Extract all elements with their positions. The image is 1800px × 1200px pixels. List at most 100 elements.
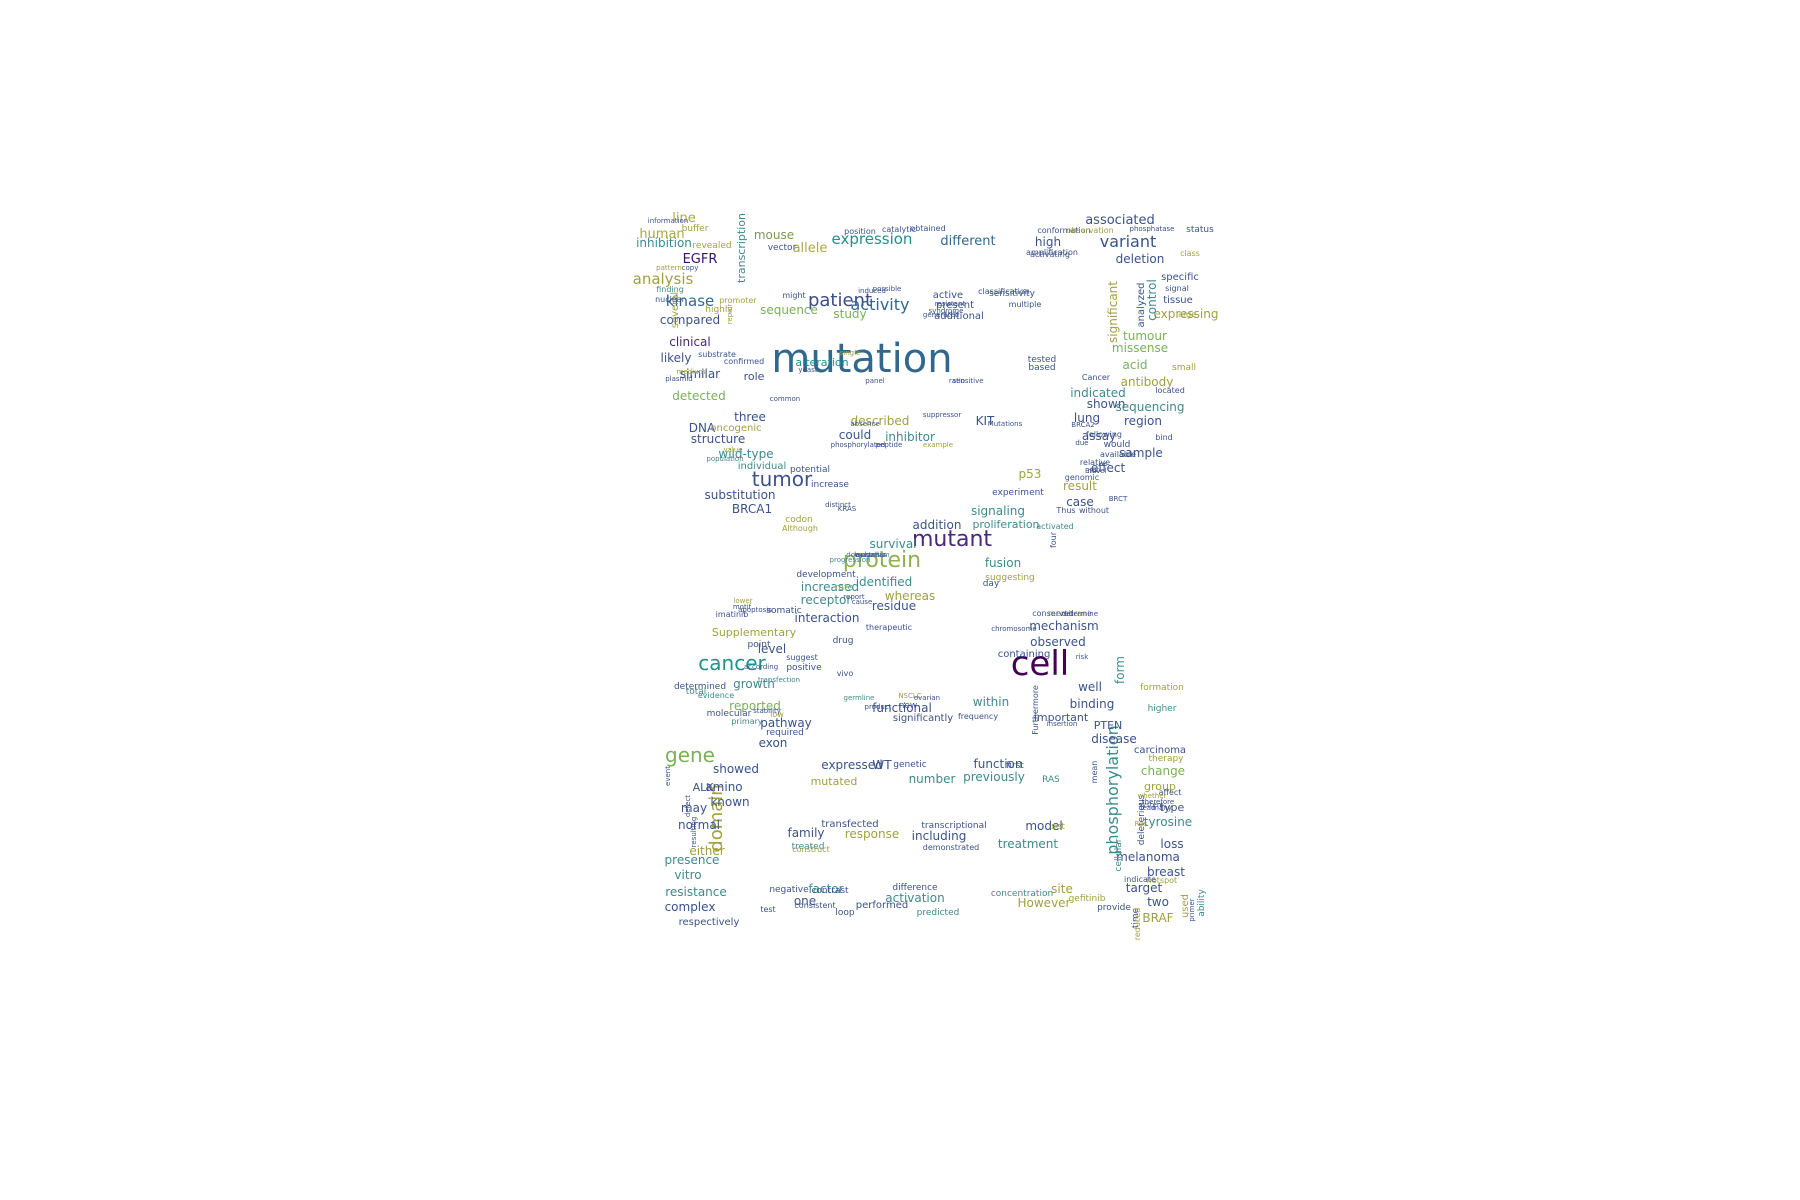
word-survival: survival — [869, 537, 916, 551]
word-amino: amino — [705, 780, 742, 794]
word-ability: ability — [1197, 889, 1207, 917]
word-factor: factor — [808, 882, 843, 896]
word-expression: expression — [832, 230, 913, 248]
word-generated: generated — [923, 311, 959, 319]
word-molecular: molecular — [707, 709, 752, 719]
word-difference: difference — [892, 883, 938, 893]
word-located: located — [1155, 386, 1185, 395]
word-significantly: significantly — [893, 713, 953, 724]
word-variant: variant — [1100, 232, 1157, 251]
word-ras: RAS — [1042, 775, 1060, 785]
word-kit: KIT — [976, 414, 995, 428]
word-point: point — [748, 640, 771, 650]
word-stability: stability — [753, 707, 781, 715]
word-tumor: tumor — [752, 467, 813, 491]
word-expressing: expressing — [1153, 307, 1218, 321]
word-pattern: pattern — [656, 264, 682, 272]
word-signal: signal — [1165, 284, 1189, 293]
word-following: following — [1086, 430, 1122, 439]
word-ras: Ras — [1135, 820, 1148, 828]
word-cellular: cellular — [1114, 838, 1124, 871]
word-treated: treated — [792, 842, 825, 852]
word-model: model — [1025, 819, 1062, 833]
word-additional: additional — [934, 311, 984, 322]
word-plasmid: plasmid — [665, 375, 693, 383]
word-form: form — [1113, 656, 1127, 684]
word-gene: gene — [665, 743, 715, 767]
word-value: value — [723, 446, 742, 454]
word-group: group — [1144, 780, 1176, 793]
word-gefitinib: gefitinib — [1069, 894, 1106, 904]
word-therefore: therefore — [1142, 798, 1174, 806]
word-new: new — [899, 701, 918, 711]
word-different: different — [940, 234, 995, 249]
word-class: class — [1180, 249, 1200, 258]
word-membrane: membrane — [1048, 609, 1092, 618]
word-substitution: substitution — [704, 488, 775, 502]
word-structure: structure — [691, 432, 745, 446]
word-egfr: EGFR — [683, 252, 718, 267]
word-distinct: distinct — [825, 501, 851, 509]
word-acid: acid — [1123, 358, 1148, 372]
word-either: either — [689, 844, 724, 858]
word-downstream: downstream — [846, 551, 890, 559]
word-result: result — [1063, 479, 1097, 493]
word-vector: vector — [768, 243, 797, 253]
word-similar: similar — [680, 367, 720, 381]
word-rate: rate — [835, 583, 854, 593]
word-sensitive: sensitive — [952, 377, 983, 385]
word-conserved: conserved — [1032, 609, 1073, 618]
word-contrast: contrast — [811, 886, 849, 896]
word-resulting: resulting — [690, 817, 698, 848]
word-growth: growth — [733, 677, 775, 691]
word-well: well — [1078, 680, 1102, 694]
word-sample: sample — [1119, 446, 1163, 460]
word-panel: panel — [865, 377, 884, 385]
word-first: first — [1006, 761, 1024, 771]
word-relative: relative — [1080, 458, 1110, 467]
word-two: two — [1147, 895, 1169, 909]
word-test: test — [760, 905, 775, 914]
word-mutated: mutated — [811, 775, 858, 788]
word-conformation: conformation — [1037, 226, 1090, 235]
word-therapy: therapy — [1148, 754, 1184, 764]
word-mechanism: mechanism — [1029, 619, 1099, 633]
word-significant: significant — [1106, 281, 1120, 343]
word-phosphorylated: phosphorylated — [831, 441, 886, 449]
word-without: without — [1079, 506, 1109, 515]
word-consistent: consistent — [794, 901, 835, 910]
word-receptor: receptor — [801, 593, 852, 607]
word-family: family — [787, 826, 824, 840]
word-may: may — [681, 801, 707, 815]
word-negative: negative — [769, 885, 809, 895]
word-according: according — [744, 663, 778, 671]
word-classification: classification — [978, 287, 1030, 296]
word-active: active — [933, 290, 963, 301]
word-chromosome: chromosome — [991, 625, 1036, 633]
word-drug: drug — [833, 636, 854, 646]
word-based: based — [1028, 363, 1055, 373]
word-absence: absence — [850, 420, 879, 428]
word-containing: containing — [998, 649, 1051, 660]
word-alk: ALK — [693, 781, 715, 794]
word-catalytic: catalytic — [882, 225, 916, 234]
word-specific: specific — [1161, 272, 1199, 283]
word-lower: lower — [733, 597, 752, 605]
word-human: human — [639, 227, 684, 242]
word-positive: positive — [786, 663, 822, 673]
word-mean: mean — [1090, 761, 1099, 784]
word-mouse: mouse — [754, 228, 794, 242]
word-proliferation: proliferation — [972, 518, 1039, 531]
word-activating: activating — [1030, 250, 1070, 259]
word-tyrosine: tyrosine — [1144, 815, 1192, 829]
word-status: status — [1186, 225, 1214, 235]
word-patient: patient — [808, 290, 872, 311]
word-risk: risk — [1076, 653, 1089, 661]
word-known: known — [710, 795, 749, 809]
word-confirmed: confirmed — [724, 357, 764, 366]
word-ovarian: ovarian — [914, 694, 940, 702]
word-mutations: Mutations — [988, 420, 1023, 428]
word-wild-type: wild-type — [718, 447, 773, 461]
word-case: case — [1066, 495, 1094, 509]
word-single: single — [840, 349, 861, 357]
